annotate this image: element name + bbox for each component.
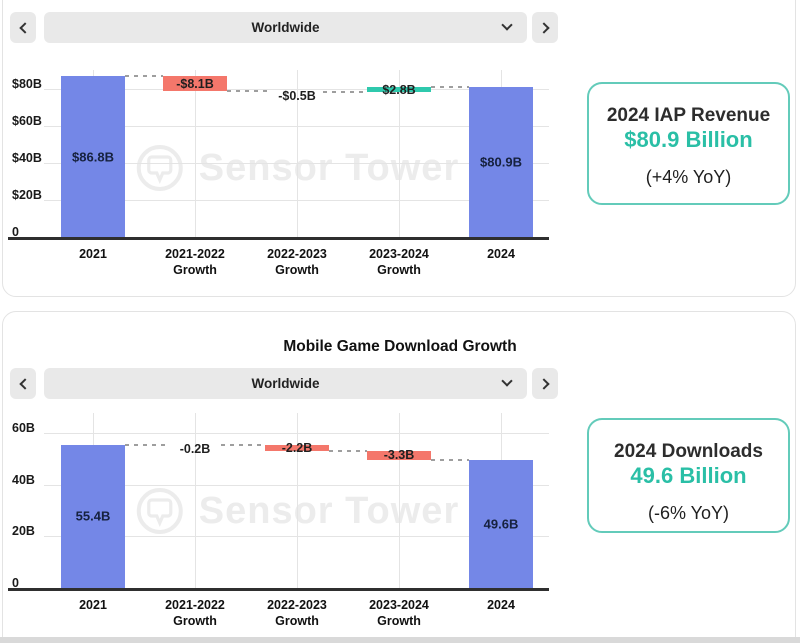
gridline-horizontal [44, 433, 549, 434]
bar-2022-2023-growth [265, 445, 329, 452]
x-axis-category-label: 2021-2022 Growth [165, 247, 225, 277]
y-axis-tick-label: 0 [12, 576, 19, 590]
gridline-horizontal [44, 163, 549, 164]
x-axis-category-label: 2023-2024 Growth [369, 598, 429, 628]
bar-value-label: 49.6B [483, 516, 519, 532]
bar-value-label: -3.3B [383, 448, 415, 463]
gridline-horizontal [44, 89, 549, 90]
y-axis-tick-label: $20B [12, 188, 42, 202]
x-axis-category-label: 2022-2023 Growth [267, 598, 327, 628]
x-axis-category-label: 2023-2024 Growth [369, 247, 429, 277]
prev-region-button-top[interactable] [10, 12, 36, 43]
y-axis-tick-label: $60B [12, 114, 42, 128]
downloads-stat-card: 2024 Downloads 49.6 Billion (-6% YoY) [587, 418, 790, 533]
waterfall-connector-line [221, 444, 265, 447]
bar-value-label: -$0.5B [278, 88, 316, 103]
region-select-value: Worldwide [251, 376, 320, 391]
downloads-chart-title: Mobile Game Download Growth [283, 338, 517, 355]
gridline-horizontal [44, 484, 549, 486]
y-axis-tick-label: 0 [12, 225, 19, 239]
waterfall-connector-line [431, 458, 469, 461]
y-axis-tick-label: $40B [12, 151, 42, 165]
bar-2024 [469, 459, 533, 588]
gridline-horizontal [44, 200, 549, 201]
stat-card-title: 2024 IAP Revenue [606, 105, 771, 126]
y-axis-tick-label: 20B [12, 524, 35, 539]
waterfall-connector-line [329, 450, 367, 453]
iap-revenue-stat-card: 2024 IAP Revenue $80.9 Billion (+4% YoY) [587, 82, 790, 205]
gridline-vertical [195, 70, 196, 237]
downloads-chart-card [2, 311, 796, 643]
y-axis-tick-label: 60B [12, 421, 35, 435]
bar-value-label: $86.8B [72, 149, 114, 165]
region-select-top[interactable]: Worldwide [44, 12, 527, 43]
revenue-chart-card [2, 0, 796, 297]
stat-card-value: 49.6 Billion [630, 463, 747, 488]
bar-2021-2022-growth [163, 76, 227, 92]
bar-2024 [469, 87, 533, 237]
bar-value-label: -0.2B [179, 442, 211, 457]
x-axis-category-label: 2024 [487, 598, 515, 612]
x-axis-category-label: 2021 [79, 598, 107, 612]
bar-value-label: $80.9B [480, 154, 522, 170]
x-axis-category-label: 2021-2022 Growth [165, 598, 225, 628]
y-axis-tick-label: 40B [12, 472, 35, 487]
waterfall-connector-line [431, 86, 469, 89]
waterfall-connector-line [125, 443, 169, 446]
gridline-horizontal [44, 536, 549, 538]
gridline-horizontal [44, 126, 549, 127]
gridline-vertical [399, 413, 400, 588]
x-axis-category-label: 2024 [487, 247, 515, 261]
stat-card-yoy: (+4% YoY) [645, 167, 732, 187]
bar-2021 [61, 444, 125, 588]
stat-card-title: 2024 Downloads [614, 441, 763, 462]
bar-2021 [61, 76, 125, 237]
prev-region-button-bottom[interactable] [10, 368, 36, 399]
region-select-value: Worldwide [251, 20, 320, 35]
bar-value-label: -2.2B [281, 441, 313, 456]
gridline-vertical [297, 413, 298, 588]
next-region-button-top[interactable] [532, 12, 558, 43]
y-axis-tick-label: $80B [12, 77, 42, 91]
bar-2023-2024-growth [367, 451, 431, 460]
gridline-vertical [195, 413, 196, 588]
bar-value-label: -$8.1B [176, 76, 214, 91]
bar-value-label: 55.4B [75, 508, 111, 524]
stat-card-yoy: (-6% YoY) [647, 503, 730, 523]
gridline-vertical [399, 70, 400, 237]
x-axis-category-label: 2022-2023 Growth [267, 247, 327, 277]
bar-value-label: $2.8B [382, 82, 416, 97]
region-select-bottom[interactable]: Worldwide [44, 368, 527, 399]
x-axis-line [8, 588, 549, 591]
x-axis-line [8, 237, 549, 240]
gridline-vertical [297, 70, 298, 237]
x-axis-category-label: 2021 [79, 247, 107, 261]
waterfall-connector-line [323, 91, 367, 94]
bar-2023-2024-growth [367, 87, 431, 93]
waterfall-connector-line [125, 75, 163, 78]
waterfall-connector-line [227, 90, 271, 93]
stat-card-value: $80.9 Billion [624, 127, 753, 152]
next-region-button-bottom[interactable] [532, 368, 558, 399]
bottom-edge-strip [0, 637, 800, 643]
